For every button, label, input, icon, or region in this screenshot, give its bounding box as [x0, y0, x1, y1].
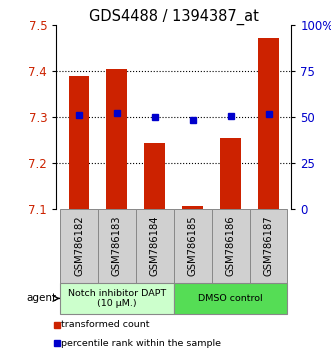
FancyBboxPatch shape [136, 210, 174, 283]
FancyBboxPatch shape [174, 210, 212, 283]
Text: GSM786186: GSM786186 [226, 215, 236, 276]
Title: GDS4488 / 1394387_at: GDS4488 / 1394387_at [89, 8, 259, 25]
Text: transformed count: transformed count [61, 320, 149, 329]
Bar [69, 75, 89, 210]
FancyBboxPatch shape [174, 283, 288, 314]
Text: GSM786182: GSM786182 [74, 215, 84, 276]
FancyBboxPatch shape [60, 210, 98, 283]
Bar [220, 138, 241, 210]
FancyBboxPatch shape [250, 210, 288, 283]
Bar [144, 143, 165, 210]
Text: Notch inhibitor DAPT
(10 μM.): Notch inhibitor DAPT (10 μM.) [68, 289, 166, 308]
Text: GSM786184: GSM786184 [150, 215, 160, 276]
Text: agent: agent [26, 293, 56, 303]
Bar [258, 38, 279, 210]
Text: DMSO control: DMSO control [198, 294, 263, 303]
Bar [182, 206, 203, 210]
FancyBboxPatch shape [98, 210, 136, 283]
Text: GSM786185: GSM786185 [188, 215, 198, 276]
FancyBboxPatch shape [60, 283, 174, 314]
Bar [107, 69, 127, 210]
Text: GSM786187: GSM786187 [263, 215, 273, 276]
Text: GSM786183: GSM786183 [112, 215, 122, 276]
Text: percentile rank within the sample: percentile rank within the sample [61, 338, 221, 348]
FancyBboxPatch shape [212, 210, 250, 283]
